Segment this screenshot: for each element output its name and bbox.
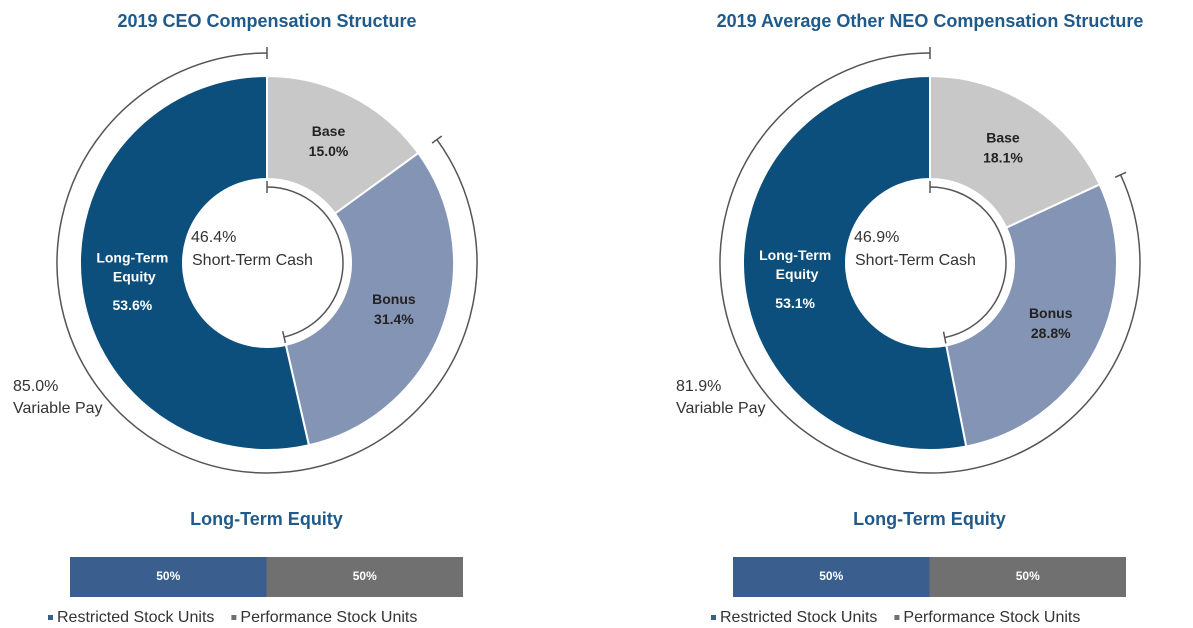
bracket-end [1114, 171, 1127, 178]
annotation-value: 81.9% [676, 378, 721, 395]
donut-segment [945, 183, 1118, 448]
chart-title: Long-Term Equity [853, 509, 1006, 529]
bar-value-label: 50% [819, 569, 843, 583]
segment-label: Bonus [372, 291, 416, 307]
segment-label: Long-Term Equity [96, 249, 168, 284]
annotation-value: 46.4% [191, 229, 236, 246]
inner-bracket [929, 186, 1007, 339]
segment-value: 18.1% [983, 150, 1023, 166]
annotation-text: Short-Term Cash [855, 252, 976, 269]
donut-segment [266, 74, 420, 216]
donut-segment [79, 74, 311, 451]
legend-label: Performance Stock Units [240, 609, 417, 626]
bar-segment [70, 557, 267, 597]
outer-bracket [56, 52, 478, 474]
legend-label: Restricted Stock Units [720, 609, 877, 626]
annotation-text: Variable Pay [13, 400, 103, 417]
legend-label: Restricted Stock Units [57, 609, 214, 626]
annotation-text: Variable Pay [676, 400, 766, 417]
segment-value: 15.0% [309, 143, 349, 159]
legend-marker [231, 615, 237, 620]
chart-title: 2019 Average Other NEO Compensation Stru… [717, 11, 1144, 31]
inner-bracket [266, 186, 344, 338]
annotation-value: 85.0% [13, 378, 58, 395]
donut-segment [929, 74, 1102, 230]
bar-segment [733, 557, 930, 597]
segment-label: Base [986, 130, 1020, 146]
bar-value-label: 50% [1016, 569, 1040, 583]
segment-value: 31.4% [374, 311, 414, 327]
bar-segment [929, 557, 1126, 597]
segment-label: Bonus [1029, 305, 1073, 321]
segment-value: 53.1% [775, 295, 815, 311]
legend-marker [711, 615, 716, 620]
segment-value: 53.6% [113, 297, 153, 313]
legend-marker [894, 615, 900, 620]
segment-label: Long-Term Equity [759, 247, 831, 282]
legend-label: Performance Stock Units [903, 609, 1080, 626]
annotation-text: Short-Term Cash [192, 252, 313, 269]
bracket-end [431, 135, 443, 144]
bar-value-label: 50% [353, 569, 377, 583]
bar-segment [266, 557, 463, 597]
annotation-value: 46.9% [854, 229, 899, 246]
outer-bracket [719, 52, 1141, 474]
bracket-end [942, 331, 947, 344]
segment-value: 28.8% [1031, 325, 1071, 341]
bracket-end [281, 331, 287, 344]
bar-value-label: 50% [156, 569, 180, 583]
donut-segment [284, 151, 455, 447]
chart-title: 2019 CEO Compensation Structure [117, 11, 416, 31]
donut-segment [742, 74, 968, 451]
chart-title: Long-Term Equity [190, 509, 343, 529]
legend-marker [48, 615, 53, 620]
segment-label: Base [312, 123, 346, 139]
